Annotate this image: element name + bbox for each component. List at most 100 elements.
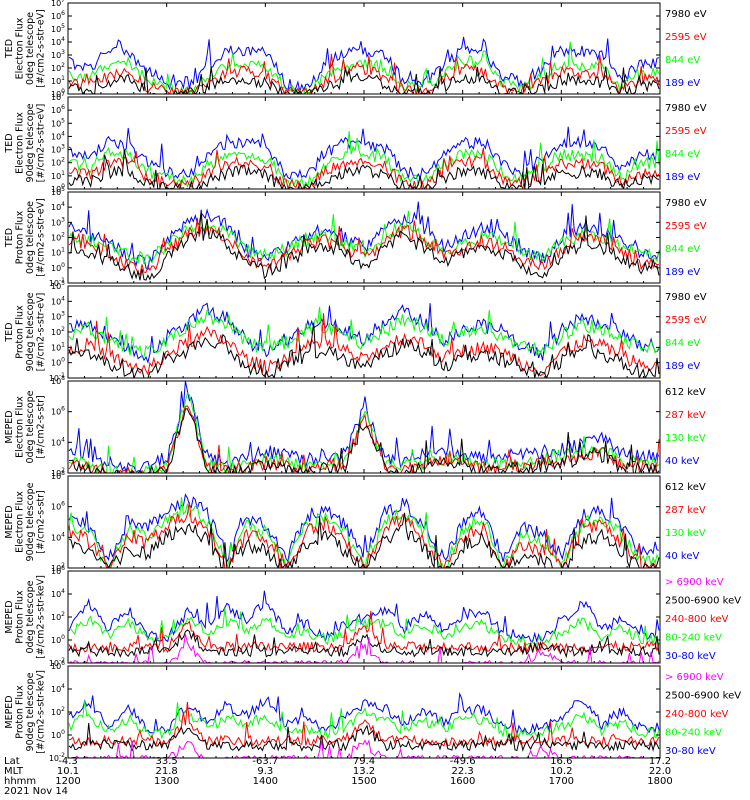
axis-row-value: 22.3 — [452, 766, 474, 777]
legend-entry: 844 eV — [665, 244, 700, 255]
y-tick-label: 102 — [51, 157, 65, 168]
axis-row-value: 17.2 — [649, 756, 671, 767]
axis-row-value: 22.0 — [649, 766, 671, 777]
y-tick-label: 102 — [51, 706, 65, 717]
axis-row-value: -49.6 — [450, 756, 476, 767]
axis-row-value: 10.1 — [57, 766, 79, 777]
y-tick-label: 106 — [51, 501, 65, 512]
y-tick-label: 104 — [51, 36, 65, 47]
legend-entry: 2595 eV — [665, 32, 707, 43]
axis-row-value: 1600 — [450, 776, 475, 787]
panel-7-traces — [68, 590, 660, 663]
series-trace-240-800-kev — [68, 701, 660, 748]
legend-entry: 80-240 keV — [665, 633, 722, 644]
series-trace-189-ev — [69, 302, 660, 364]
y-tick-label: 102 — [51, 232, 65, 243]
y-tick-label: 103 — [51, 216, 65, 227]
y-tick-label: 102 — [51, 562, 65, 573]
y-tick-label: 10-1 — [49, 372, 65, 383]
y-tick-label: 100 — [51, 729, 65, 740]
axis-row-value: 9.3 — [257, 766, 273, 777]
y-tick-label: 104 — [51, 683, 65, 694]
axis-row-value: 1700 — [549, 776, 574, 787]
y-tick-label: 105 — [51, 280, 65, 291]
series-trace-2595-ev — [68, 217, 660, 276]
y-tick-label: 100 — [51, 183, 65, 194]
series-trace-612-kev — [68, 512, 660, 568]
legend-entry: 2500-6900 keV — [665, 691, 741, 702]
series-trace-40-kev — [68, 493, 660, 564]
axis-row-value: 1800 — [647, 776, 672, 787]
axis-row-value: 10.2 — [550, 766, 572, 777]
legend-entry: 40 keV — [665, 456, 699, 467]
axis-row-label: hhmm — [4, 776, 36, 787]
panel-6: 102 104 106 108 MEPEDElectron Flux90deg tele… — [4, 470, 706, 573]
legend-entry: > 6900 keV — [665, 577, 724, 588]
panel-2: 100 101 102 103 104 105 106 107 TEDElectron Flux… — [4, 91, 707, 194]
panel-5: 102 104 106 108 MEPEDElectron Flux0deg teles… — [4, 375, 706, 478]
panel-1: 100 101 102 103 104 105 106 107 TEDElectron Flux… — [4, 0, 707, 99]
series-trace-844-ev — [68, 131, 660, 189]
y-axis-label: TEDElectron Flux0deg telescope[#/cm2-s-s… — [4, 9, 47, 88]
series-trace-287-kev — [68, 405, 660, 473]
y-tick-label: 105 — [51, 117, 65, 128]
series-trace-80-240-kev — [68, 700, 660, 740]
legend-entry: 240-800 keV — [665, 614, 729, 625]
y-tick-label: 106 — [51, 660, 65, 671]
legend-entry: 7980 eV — [665, 103, 707, 114]
y-tick-label: 10-2 — [49, 657, 65, 668]
legend-entry: > 6900 keV — [665, 672, 724, 683]
y-tick-label: 101 — [51, 170, 65, 181]
legend-entry: 130 keV — [665, 528, 706, 539]
axis-row-value: -4.3 — [58, 756, 78, 767]
y-tick-label: 100 — [51, 357, 65, 368]
panel-8-traces — [68, 691, 660, 758]
axis-row-value: 1400 — [253, 776, 278, 787]
series-trace-40-kev — [68, 381, 660, 473]
panel-6-traces — [68, 493, 660, 568]
y-tick-label: 10-1 — [49, 277, 65, 288]
series-trace-612-kev — [68, 408, 660, 473]
legend-entry: 287 keV — [665, 410, 706, 421]
panel-7: 10-2 100 102 104 106 MEPEDProton Flux0deg tel… — [4, 565, 741, 668]
panel-4-traces — [68, 302, 660, 378]
series-trace-2500-6900-kev — [68, 723, 660, 752]
axis-row-value: 79.4 — [353, 756, 375, 767]
legend-entry: 2595 eV — [665, 315, 707, 326]
y-tick-label: 100 — [51, 634, 65, 645]
y-tick-label: 104 — [51, 295, 65, 306]
y-axis-label: MEPEDElectron Flux0deg telescope[#/cm2-s… — [4, 390, 47, 463]
y-tick-label: 100 — [51, 88, 65, 99]
axis-row-label: Lat — [4, 756, 20, 767]
panel-3: 10-1 100 101 102 103 104 105 TEDProton Flux0deg… — [4, 186, 707, 288]
y-tick-label: 102 — [51, 62, 65, 73]
panel-5-traces — [68, 381, 660, 473]
legend-entry: 7980 eV — [665, 198, 707, 209]
y-tick-label: 102 — [51, 467, 65, 478]
panel-8: 10-2 100 102 104 106 MEPEDProton Flux90deg te… — [4, 660, 741, 763]
series-trace-844-ev — [68, 210, 660, 265]
date-label: 2021 Nov 14 — [4, 786, 68, 797]
y-axis-label: TEDProton Flux0deg telescope[#/cm2-s-str… — [4, 198, 47, 277]
axis-row-value: 1300 — [154, 776, 179, 787]
legend-entry: 2595 eV — [665, 126, 707, 137]
y-tick-label: 102 — [51, 611, 65, 622]
axis-row-value: 1500 — [351, 776, 376, 787]
series-trace-130-kev — [68, 497, 660, 568]
series-trace-30-80-kev — [68, 691, 660, 735]
series-trace-7980-ev — [68, 149, 660, 189]
panel-4: 10-1 100 101 102 103 104 105 TEDProton Flux90de… — [4, 280, 707, 383]
y-tick-label: 108 — [51, 470, 65, 481]
series-trace-2595-ev — [68, 313, 660, 377]
axis-row-value: 13.2 — [353, 766, 375, 777]
series-trace-844-ev — [68, 41, 660, 94]
axis-row-value: 16.6 — [550, 756, 572, 767]
y-tick-label: 106 — [51, 10, 65, 21]
series-trace-7980-ev — [68, 322, 660, 378]
legend-entry: 30-80 keV — [665, 746, 716, 757]
series-trace-130-kev — [68, 392, 660, 473]
series-trace-7980-ev — [68, 209, 660, 281]
y-tick-label: 103 — [51, 311, 65, 322]
legend-entry: 30-80 keV — [665, 651, 716, 662]
